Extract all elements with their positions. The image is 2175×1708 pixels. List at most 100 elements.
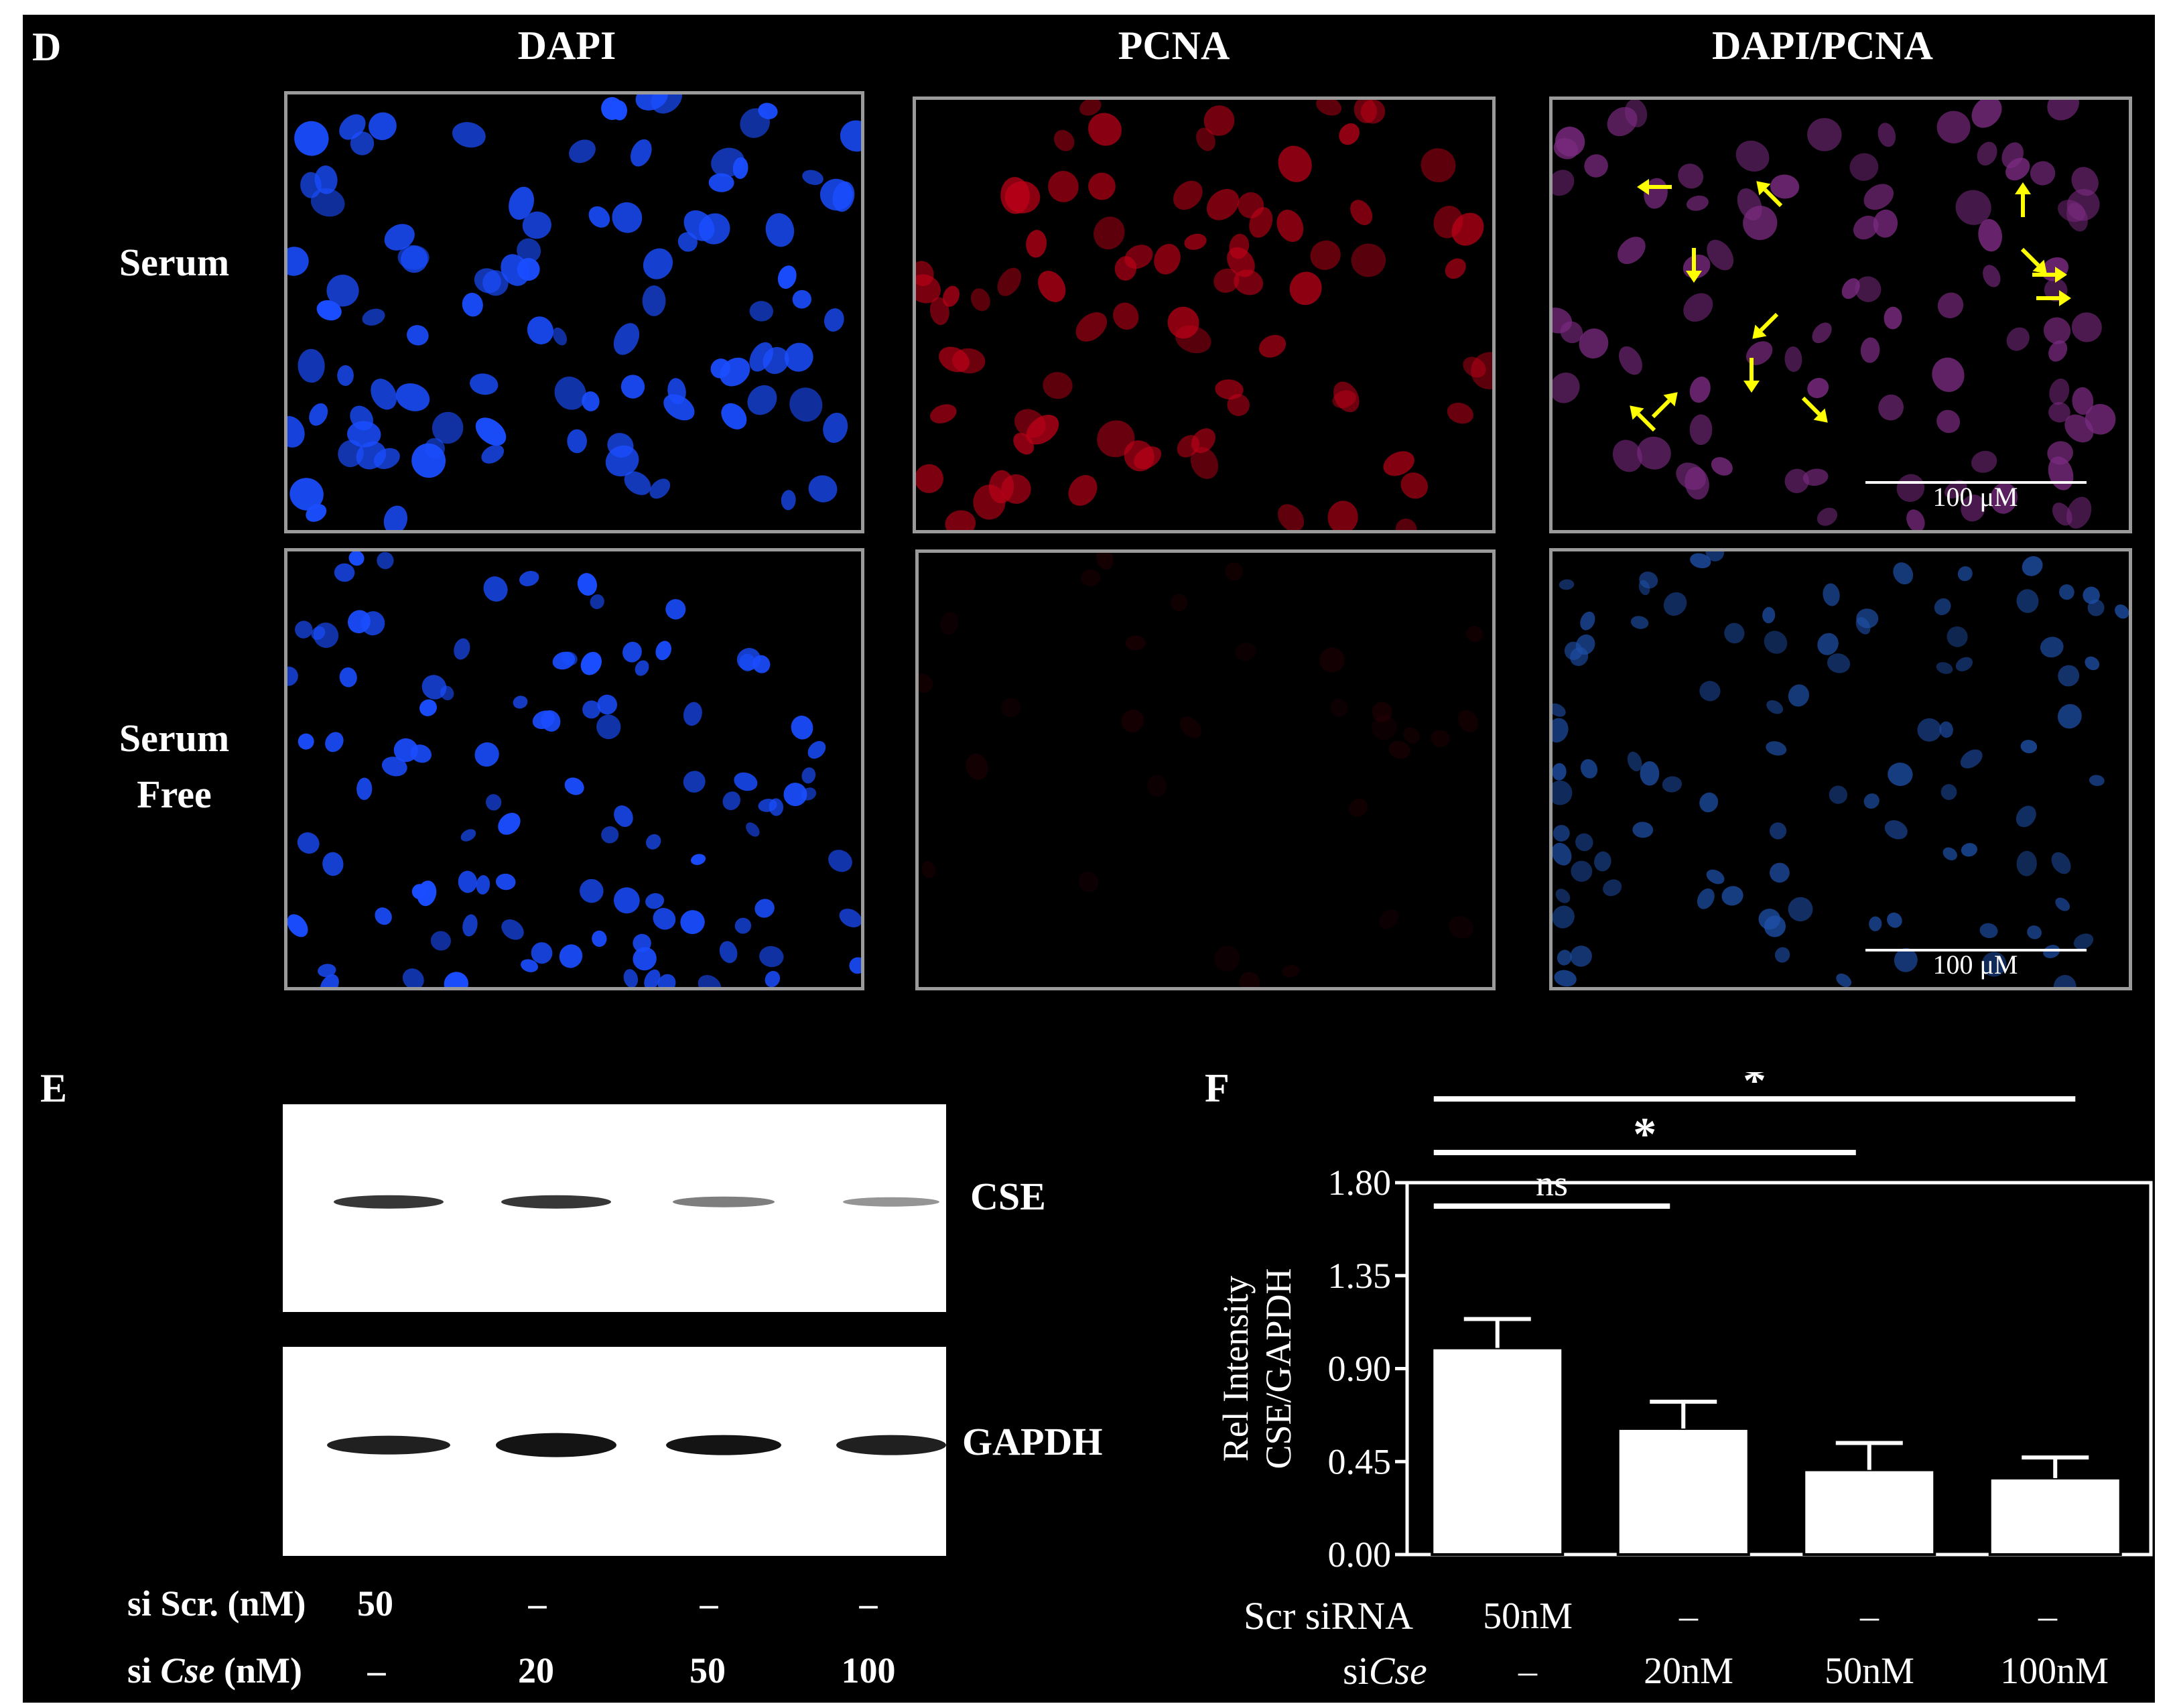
nucleus (1612, 440, 1642, 472)
nucleus (2115, 604, 2129, 619)
nucleus (1206, 188, 1240, 220)
nucleus (1627, 751, 1642, 772)
lane-value: – (700, 1583, 718, 1624)
f-row-value: – (2038, 1595, 2057, 1637)
nucleus (1770, 174, 1800, 199)
nucleus (2043, 317, 2071, 344)
nucleus (1906, 509, 1925, 530)
nucleus (683, 771, 706, 793)
nucleus (1853, 215, 1879, 240)
nucleus (407, 325, 429, 346)
column-header-pcna: PCNA (1118, 23, 1230, 68)
nucleus (462, 914, 478, 937)
nucleus (1990, 482, 2018, 514)
nucleus (2053, 975, 2077, 987)
arrow-icon (1752, 312, 1779, 339)
arrow-icon (2036, 290, 2071, 306)
nucleus (802, 170, 823, 186)
y-tick-label: 1.35 (1328, 1256, 1392, 1296)
nucleus (754, 899, 775, 918)
nucleus (561, 651, 578, 666)
nucleus (521, 959, 539, 972)
nucleus (765, 213, 795, 247)
micrograph-canvas (1553, 551, 2129, 987)
row-label-serum-free-line2: Free (137, 773, 212, 816)
nucleus (1553, 825, 1570, 842)
nucleus (1896, 474, 1925, 503)
nucleus (1807, 377, 1829, 399)
nucleus (1855, 276, 1882, 302)
nucleus (683, 210, 715, 241)
nucleus (746, 822, 760, 837)
nucleus (2049, 379, 2070, 405)
nucleus (1154, 243, 1181, 275)
nucleus (368, 112, 397, 141)
nucleus (1354, 100, 1378, 123)
nucleus (646, 834, 661, 850)
nucleus (2064, 414, 2094, 443)
nucleus (1471, 352, 1492, 389)
lane-row-label-si-cse: si Cse (nM) (127, 1650, 302, 1691)
nucleus (339, 667, 357, 687)
nucleus (722, 791, 741, 811)
nucleus (645, 893, 665, 909)
nucleus (1932, 357, 1965, 392)
nucleus (752, 655, 771, 673)
nucleus (350, 405, 374, 431)
nucleus (1644, 178, 1668, 209)
nucleus (1632, 822, 1654, 838)
nucleus (1553, 905, 1575, 929)
protein-band (501, 1195, 611, 1209)
nucleus (966, 753, 988, 780)
nucleus (350, 131, 375, 155)
nucleus (792, 289, 811, 309)
scale-bar-label-serum: 100 μM (1932, 482, 2018, 512)
f-row-value: 50nM (1825, 1650, 1914, 1692)
nucleus (1383, 451, 1414, 476)
nucleus (287, 666, 298, 686)
nucleus (1888, 763, 1913, 786)
nucleus (411, 884, 427, 900)
nucleus (289, 478, 324, 511)
nucleus (481, 444, 505, 464)
nucleus (2040, 637, 2064, 658)
nucleus (665, 599, 686, 620)
nucleus (383, 505, 408, 530)
band-label-gapdh: GAPDH (962, 1420, 1103, 1463)
nucleus (1078, 871, 1098, 893)
nucleus (596, 714, 621, 740)
nucleus (1553, 780, 1573, 805)
nucleus (326, 274, 359, 307)
nucleus (1894, 947, 1918, 972)
nucleus (601, 96, 623, 120)
arrow-icon (2032, 267, 2067, 283)
nucleus (322, 852, 344, 876)
micrograph-serum-free-dapi (284, 548, 864, 990)
nucleus (592, 930, 607, 947)
nucleus (916, 261, 934, 286)
micrograph-serum-free-pcna (915, 549, 1496, 990)
nucleus (2059, 584, 2074, 600)
nucleus (513, 696, 528, 709)
nucleus (734, 917, 752, 934)
nucleus (1788, 684, 1809, 707)
nucleus (921, 861, 936, 878)
nucleus (381, 757, 407, 777)
nucleus (680, 910, 705, 935)
f-row-value: – (1518, 1650, 1537, 1692)
nucleus (1960, 749, 1983, 769)
panel-d-letter: D (32, 25, 62, 69)
nucleus (1167, 306, 1199, 339)
nucleus (1048, 171, 1079, 202)
nucleus (1553, 718, 1569, 743)
nucleus (1746, 341, 1773, 365)
nucleus (2043, 945, 2060, 958)
nucleus (495, 873, 516, 891)
nucleus (840, 120, 861, 152)
nucleus (2089, 775, 2105, 787)
nucleus (2020, 740, 2038, 754)
nucleus (2051, 852, 2071, 874)
nucleus (719, 941, 738, 964)
nucleus (1817, 507, 1838, 526)
nucleus (1863, 184, 1894, 210)
